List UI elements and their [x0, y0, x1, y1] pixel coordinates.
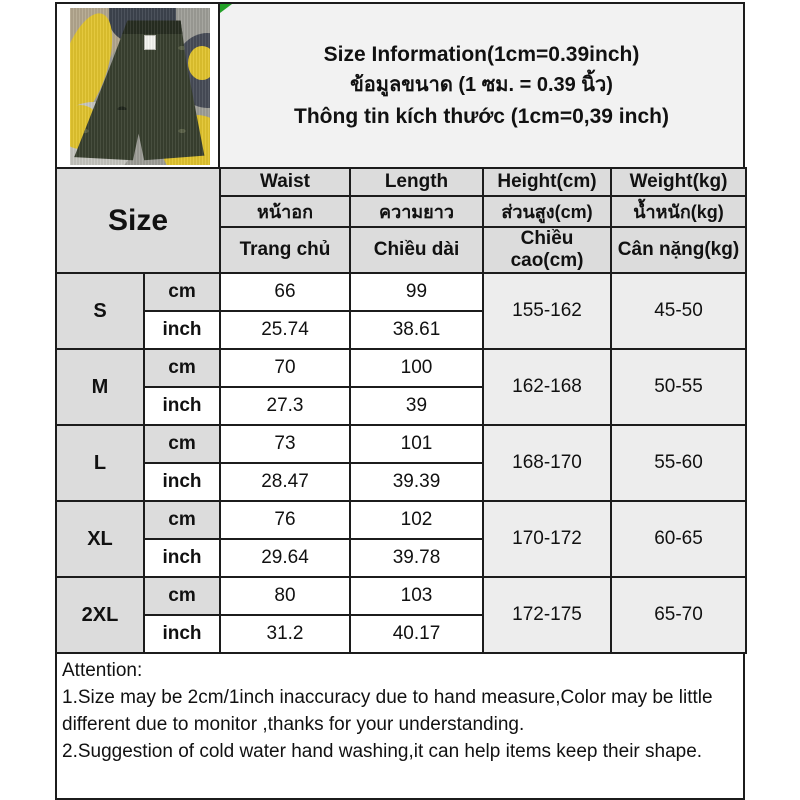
title-vietnamese: Thông tin kích thước (1cm=0,39 inch): [294, 105, 669, 128]
product-photo: [70, 8, 210, 165]
unit-inch: inch: [143, 386, 221, 426]
col-header-length-en: Length: [349, 167, 484, 197]
title-cell: Size Information(1cm=0.39inch) ข้อมูลขนา…: [220, 4, 743, 167]
rug-yellow-circle-right: [162, 114, 210, 165]
table-row: M cm 70 100 162-168 50-55: [55, 348, 747, 426]
waist-inch-s: 25.74: [219, 310, 351, 350]
table-row: inch 25.74 38.61: [56, 310, 746, 350]
weight-2xl: 65-70: [610, 576, 747, 654]
weight-s: 45-50: [610, 272, 747, 350]
length-inch-m: 39: [349, 386, 484, 426]
title-thai: ข้อมูลขนาด (1 ซม. = 0.39 นิ้ว): [350, 74, 613, 96]
rug-navy-circle: [173, 33, 210, 109]
size-label-2xl: 2XL: [55, 576, 145, 654]
length-inch-xl: 39.78: [349, 538, 484, 578]
table-row: inch 28.47 39.39: [56, 462, 746, 502]
col-header-waist-en: Waist: [219, 167, 351, 197]
col-header-weight-th: น้ำหนัก(kg): [610, 195, 747, 228]
unit-cm: cm: [143, 424, 221, 464]
table-row: 2XL cm 80 103 172-175 65-70: [55, 576, 747, 654]
height-s: 155-162: [482, 272, 612, 350]
unit-inch: inch: [143, 538, 221, 578]
waist-inch-l: 28.47: [219, 462, 351, 502]
size-table: Size Waist Length Height(cm) Weight(kg) …: [55, 167, 747, 654]
waist-cm-xl: 76: [219, 500, 351, 540]
col-header-height-vi: Chiều cao(cm): [482, 226, 612, 274]
length-cm-s: 99: [349, 272, 484, 312]
size-label-m: M: [55, 348, 145, 426]
attention-box: Attention: 1.Size may be 2cm/1inch inacc…: [55, 654, 745, 800]
green-corner-flag-icon: [220, 4, 232, 13]
rug-navy-shape: [109, 8, 177, 46]
size-label-l: L: [55, 424, 145, 502]
rug-yellow-circle-left: [70, 105, 101, 150]
length-cm-l: 101: [349, 424, 484, 464]
price-tag: [144, 34, 157, 50]
rug-yellow-band: [70, 8, 123, 129]
table-row: XL cm 76 102 170-172 60-65: [55, 500, 747, 578]
col-header-waist-th: หน้าอก: [219, 195, 351, 228]
rug-gray-circle: [70, 102, 135, 165]
length-inch-s: 38.61: [349, 310, 484, 350]
unit-inch: inch: [143, 310, 221, 350]
attention-note-1: 1.Size may be 2cm/1inch inaccuracy due t…: [62, 687, 713, 735]
size-label-s: S: [55, 272, 145, 350]
length-inch-2xl: 40.17: [349, 614, 484, 654]
length-cm-2xl: 103: [349, 576, 484, 616]
weight-m: 50-55: [610, 348, 747, 426]
camouflage-pants: [74, 20, 205, 161]
length-cm-xl: 102: [349, 500, 484, 540]
table-row: inch 27.3 39: [56, 386, 746, 426]
table-row: S cm 66 99 155-162 45-50: [55, 272, 747, 350]
length-inch-l: 39.39: [349, 462, 484, 502]
height-l: 168-170: [482, 424, 612, 502]
size-header-cell: Size: [55, 167, 221, 274]
size-label-xl: XL: [55, 500, 145, 578]
unit-inch: inch: [143, 462, 221, 502]
unit-inch: inch: [143, 614, 221, 654]
product-photo-cell: [57, 4, 220, 167]
weight-l: 55-60: [610, 424, 747, 502]
col-header-weight-en: Weight(kg): [610, 167, 747, 197]
height-xl: 170-172: [482, 500, 612, 578]
waist-cm-s: 66: [219, 272, 351, 312]
col-header-length-th: ความยาว: [349, 195, 484, 228]
table-row: L cm 73 101 168-170 55-60: [55, 424, 747, 502]
attention-heading: Attention:: [62, 660, 143, 681]
unit-cm: cm: [143, 576, 221, 616]
table-row: inch 29.64 39.78: [56, 538, 746, 578]
waist-cm-m: 70: [219, 348, 351, 388]
col-header-waist-vi: Trang chủ: [219, 226, 351, 274]
waist-inch-m: 27.3: [219, 386, 351, 426]
top-section: Size Information(1cm=0.39inch) ข้อมูลขนา…: [55, 2, 745, 167]
waist-inch-2xl: 31.2: [219, 614, 351, 654]
weight-xl: 60-65: [610, 500, 747, 578]
unit-cm: cm: [143, 500, 221, 540]
size-chart-panel: Size Information(1cm=0.39inch) ข้อมูลขนา…: [55, 2, 747, 800]
col-header-height-th: ส่วนสูง(cm): [482, 195, 612, 228]
attention-note-2: 2.Suggestion of cold water hand washing,…: [62, 741, 703, 762]
rug-yellow-spot: [187, 45, 210, 81]
height-2xl: 172-175: [482, 576, 612, 654]
rug-tan-shape: [70, 8, 143, 59]
table-row: inch 31.2 40.17: [56, 614, 746, 654]
unit-cm: cm: [143, 272, 221, 312]
col-header-length-vi: Chiều dài: [349, 226, 484, 274]
col-header-weight-vi: Cân nặng(kg): [610, 226, 747, 274]
height-m: 162-168: [482, 348, 612, 426]
title-english: Size Information(1cm=0.39inch): [323, 43, 640, 66]
unit-cm: cm: [143, 348, 221, 388]
waist-inch-xl: 29.64: [219, 538, 351, 578]
waist-cm-l: 73: [219, 424, 351, 464]
waist-cm-2xl: 80: [219, 576, 351, 616]
length-cm-m: 100: [349, 348, 484, 388]
col-header-height-en: Height(cm): [482, 167, 612, 197]
